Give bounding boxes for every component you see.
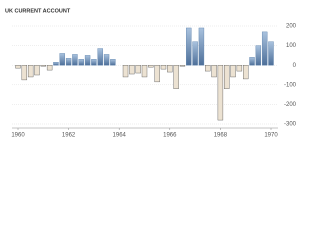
bar	[78, 59, 84, 66]
bar	[110, 59, 116, 66]
bar	[160, 64, 167, 70]
y-tick-label: 200	[286, 24, 297, 30]
bar	[242, 64, 249, 80]
bar	[129, 64, 135, 75]
bar	[27, 64, 34, 78]
x-tick-label: 1960	[11, 133, 25, 139]
bar	[135, 64, 141, 74]
bar	[192, 41, 198, 66]
bar	[186, 27, 192, 66]
bar	[15, 64, 21, 69]
x-tick-label: 1966	[163, 133, 177, 139]
x-tick-label: 1962	[62, 133, 76, 139]
bar	[268, 41, 274, 66]
x-tick-label: 1968	[214, 133, 228, 139]
bar	[167, 64, 173, 73]
bar	[141, 64, 148, 78]
bar	[255, 45, 262, 66]
bar	[179, 64, 186, 67]
bar	[65, 58, 72, 66]
bar	[154, 64, 160, 83]
bar	[198, 27, 205, 66]
bar	[46, 64, 53, 71]
x-tick-label: 1970	[264, 133, 278, 139]
bar	[173, 64, 179, 89]
bar	[97, 48, 103, 66]
bar	[261, 31, 268, 66]
page: {"chart_data": {"type": "bar", "title": …	[5, 8, 297, 139]
bar	[103, 54, 110, 66]
bar	[34, 64, 40, 76]
bar	[249, 57, 255, 66]
bar	[21, 64, 28, 81]
bar	[84, 55, 91, 66]
bar	[59, 53, 65, 66]
y-tick-label: 0	[293, 63, 297, 69]
chart: UK CURRENT ACCOUNT 200 100 0 -100 -200 -300 19…	[5, 8, 297, 139]
bar	[211, 64, 217, 78]
y-tick-label: 100	[286, 43, 297, 49]
x-tick-label: 1964	[113, 133, 127, 139]
bar	[224, 64, 230, 89]
bar	[122, 64, 129, 78]
y-tick-label: -300	[284, 122, 297, 128]
bar	[230, 64, 236, 78]
y-tick-label: -100	[284, 82, 297, 88]
bar	[72, 54, 78, 66]
bar	[236, 64, 243, 72]
chart-title: UK CURRENT ACCOUNT	[5, 8, 71, 14]
bar	[205, 64, 211, 72]
bar	[217, 64, 224, 121]
bar	[40, 64, 46, 67]
bar	[91, 59, 97, 66]
bar	[53, 62, 59, 66]
bar	[148, 64, 154, 68]
y-tick-label: -200	[284, 102, 297, 108]
